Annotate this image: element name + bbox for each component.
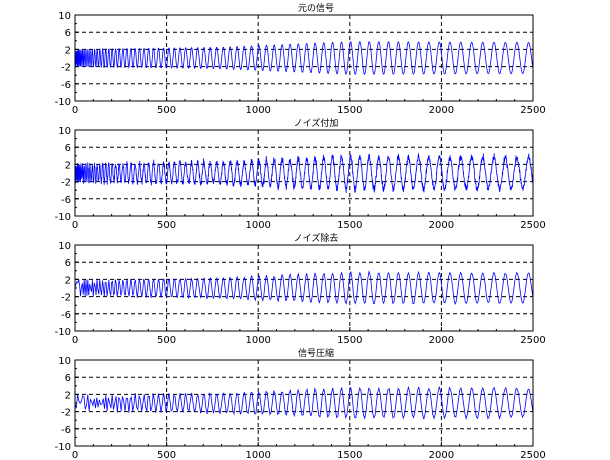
y-tick-label: -6 [61, 425, 71, 436]
y-tick-label: 2 [65, 390, 71, 401]
x-tick-label: 500 [157, 335, 176, 346]
x-tick-label: 500 [157, 450, 176, 460]
y-tick-label: -6 [61, 310, 71, 321]
x-tick-label: 1500 [337, 105, 362, 116]
chart-title: 元の信号 [298, 2, 334, 14]
x-tick-label: 2000 [429, 105, 454, 116]
y-tick-label: -2 [61, 63, 71, 74]
y-tick-label: 10 [58, 241, 71, 252]
y-tick-label: 6 [65, 258, 71, 269]
y-tick-label: -6 [61, 80, 71, 91]
plot-frame [74, 244, 534, 332]
y-tick-label: -6 [61, 195, 71, 206]
y-tick-label: 10 [58, 126, 71, 137]
chart-title: 信号圧縮 [298, 347, 334, 359]
chart-title: ノイズ付加 [294, 117, 339, 129]
chart-panel-3: 信号圧縮 0 500 1000 1500 2000 2500 -10 -6 -2 2 6 10 [55, 347, 546, 460]
x-tick-label: 0 [72, 450, 78, 460]
x-tick-label: 1500 [337, 450, 362, 460]
chart-panel-2: ノイズ除去 0 500 1000 1500 2000 2500 -10 -6 -2 2 6 10 [55, 232, 546, 346]
x-tick-label: 1000 [245, 335, 270, 346]
x-tick-label: 0 [72, 105, 78, 116]
y-tick-label: -10 [55, 442, 71, 453]
y-tick-label: -2 [61, 178, 71, 189]
series-line [74, 270, 534, 305]
x-tick-label: 2000 [429, 220, 454, 231]
series-line [74, 153, 534, 194]
x-tick-label: 2000 [429, 335, 454, 346]
x-tick-label: 1000 [245, 450, 270, 460]
chart-panel-0: 元の信号 0 500 1000 1500 2000 2500 -10 -6 -2 2 6 10 [55, 2, 546, 116]
x-tick-label: 0 [72, 220, 78, 231]
x-tick-label: 2500 [520, 450, 545, 460]
x-tick-label: 500 [157, 220, 176, 231]
x-tick-label: 2500 [520, 105, 545, 116]
y-tick-label: 2 [65, 275, 71, 286]
plot-frame [74, 359, 534, 447]
chart-title: ノイズ除去 [294, 232, 339, 244]
series-line [74, 41, 534, 75]
y-tick-label: -10 [55, 97, 71, 108]
x-tick-label: 1500 [337, 220, 362, 231]
x-tick-label: 2500 [520, 335, 545, 346]
x-tick-label: 1000 [245, 220, 270, 231]
y-tick-label: -2 [61, 293, 71, 304]
plot-frame [74, 14, 534, 102]
y-tick-label: -2 [61, 408, 71, 419]
x-tick-label: 2000 [429, 450, 454, 460]
x-tick-label: 1000 [245, 105, 270, 116]
y-tick-label: 6 [65, 143, 71, 154]
x-tick-label: 0 [72, 335, 78, 346]
series-line [74, 385, 534, 421]
y-tick-label: 2 [65, 45, 71, 56]
y-tick-label: 10 [58, 11, 71, 22]
chart-panel-1: ノイズ付加 0 500 1000 1500 2000 2500 -10 -6 -2 2 6 10 [55, 117, 546, 231]
x-tick-label: 2500 [520, 220, 545, 231]
x-tick-label: 1500 [337, 335, 362, 346]
y-tick-label: 10 [58, 356, 71, 367]
y-tick-label: -10 [55, 212, 71, 223]
y-tick-label: -10 [55, 327, 71, 338]
y-tick-label: 6 [65, 373, 71, 384]
y-tick-label: 6 [65, 28, 71, 39]
y-tick-label: 2 [65, 160, 71, 171]
x-tick-label: 500 [157, 105, 176, 116]
